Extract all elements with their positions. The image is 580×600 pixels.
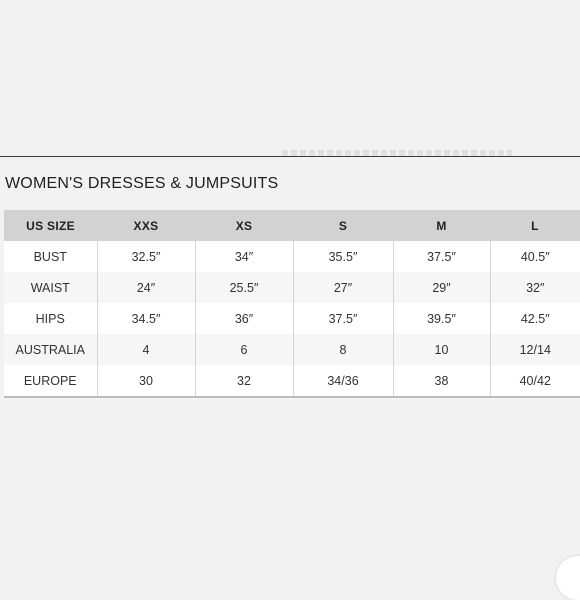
table-cell: 32″ xyxy=(489,272,580,303)
table-cell: 40/42 xyxy=(489,365,580,398)
table-cell: 32.5″ xyxy=(96,241,195,272)
row-label: EUROPE xyxy=(4,365,97,398)
size-chart-table: US SIZE XXS XS S M L BUST 32.5″ 34″ 35.5… xyxy=(4,210,580,398)
table-row-bust: BUST 32.5″ 34″ 35.5″ 37.5″ 40.5″ xyxy=(4,241,580,272)
top-divider xyxy=(0,156,580,157)
table-cell: 34″ xyxy=(194,241,293,272)
table-cell: 8 xyxy=(292,334,393,365)
table-cell: 34/36 xyxy=(292,365,393,398)
row-label: AUSTRALIA xyxy=(4,334,97,365)
table-row-europe: EUROPE 30 32 34/36 38 40/42 xyxy=(4,365,580,398)
table-cell: 34.5″ xyxy=(96,303,195,334)
table-header-row: US SIZE XXS XS S M L xyxy=(4,210,580,241)
table-cell: 35.5″ xyxy=(292,241,393,272)
table-cell: 10 xyxy=(392,334,490,365)
header-xs: XS xyxy=(195,210,293,241)
table-row-australia: AUSTRALIA 4 6 8 10 12/14 xyxy=(4,334,580,365)
table-cell: 6 xyxy=(194,334,293,365)
table-cell: 30 xyxy=(96,365,195,398)
table-cell: 38 xyxy=(392,365,490,398)
faded-background-text xyxy=(282,150,512,156)
header-m: M xyxy=(393,210,490,241)
row-label: WAIST xyxy=(4,272,97,303)
table-cell: 4 xyxy=(96,334,195,365)
corner-badge xyxy=(556,556,580,600)
header-us-size: US SIZE xyxy=(4,210,97,241)
table-cell: 37.5″ xyxy=(392,241,490,272)
table-cell: 36″ xyxy=(194,303,293,334)
row-label: HIPS xyxy=(4,303,97,334)
page-title: WOMEN'S DRESSES & JUMPSUITS xyxy=(5,175,279,192)
header-l: L xyxy=(490,210,580,241)
table-cell: 25.5″ xyxy=(194,272,293,303)
header-s: S xyxy=(293,210,393,241)
table-cell: 32 xyxy=(194,365,293,398)
table-cell: 29″ xyxy=(392,272,490,303)
table-cell: 42.5″ xyxy=(489,303,580,334)
table-cell: 37.5″ xyxy=(292,303,393,334)
table-cell: 24″ xyxy=(96,272,195,303)
table-cell: 27″ xyxy=(292,272,393,303)
header-xxs: XXS xyxy=(97,210,195,241)
table-cell: 12/14 xyxy=(489,334,580,365)
table-cell: 39.5″ xyxy=(392,303,490,334)
row-label: BUST xyxy=(4,241,97,272)
table-row-hips: HIPS 34.5″ 36″ 37.5″ 39.5″ 42.5″ xyxy=(4,303,580,334)
table-row-waist: WAIST 24″ 25.5″ 27″ 29″ 32″ xyxy=(4,272,580,303)
table-cell: 40.5″ xyxy=(489,241,580,272)
